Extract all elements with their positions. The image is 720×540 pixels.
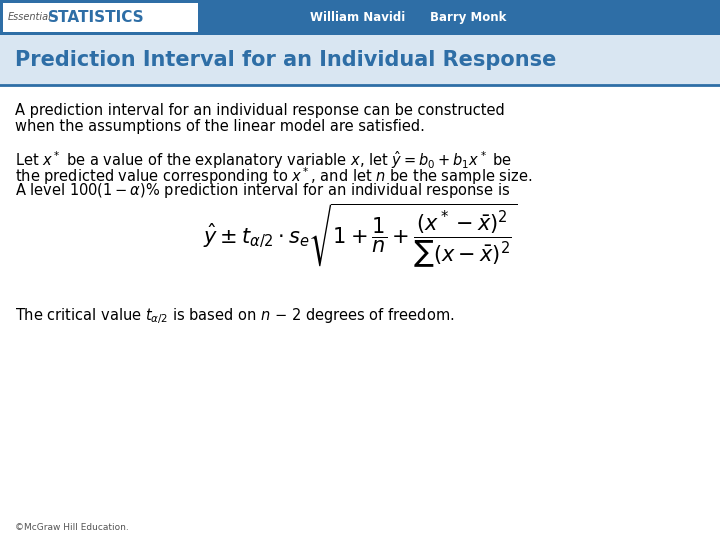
Text: when the assumptions of the linear model are satisfied.: when the assumptions of the linear model… (15, 119, 425, 134)
Text: Prediction Interval for an Individual Response: Prediction Interval for an Individual Re… (15, 50, 557, 70)
Text: ©McGraw Hill Education.: ©McGraw Hill Education. (15, 523, 129, 532)
Text: A level $100(1 - \alpha)$% prediction interval for an individual response is: A level $100(1 - \alpha)$% prediction in… (15, 181, 510, 200)
Text: the predicted value corresponding to $x^*$, and let $n$ be the sample size.: the predicted value corresponding to $x^… (15, 165, 532, 187)
Text: Barry Monk: Barry Monk (430, 11, 506, 24)
Text: The critical value $t_{\alpha/2}$ is based on $n$ $-$ 2 degrees of freedom.: The critical value $t_{\alpha/2}$ is bas… (15, 306, 454, 326)
Text: Let $x^*$ be a value of the explanatory variable $x$, let $\hat{y} = b_0 + b_1 x: Let $x^*$ be a value of the explanatory … (15, 149, 512, 171)
Text: A prediction interval for an individual response can be constructed: A prediction interval for an individual … (15, 103, 505, 118)
Bar (0, 35, 720, 85)
Text: STATISTICS: STATISTICS (48, 10, 145, 25)
Bar (0, 0, 720, 35)
Text: Essential: Essential (8, 12, 52, 23)
Bar (3, 3, 198, 32)
Text: William Navidi: William Navidi (310, 11, 405, 24)
Text: $\hat{y} \pm t_{\alpha/2} \cdot s_e \sqrt{1 + \dfrac{1}{n} + \dfrac{(x^* - \bar{: $\hat{y} \pm t_{\alpha/2} \cdot s_e \sqr… (203, 202, 517, 270)
